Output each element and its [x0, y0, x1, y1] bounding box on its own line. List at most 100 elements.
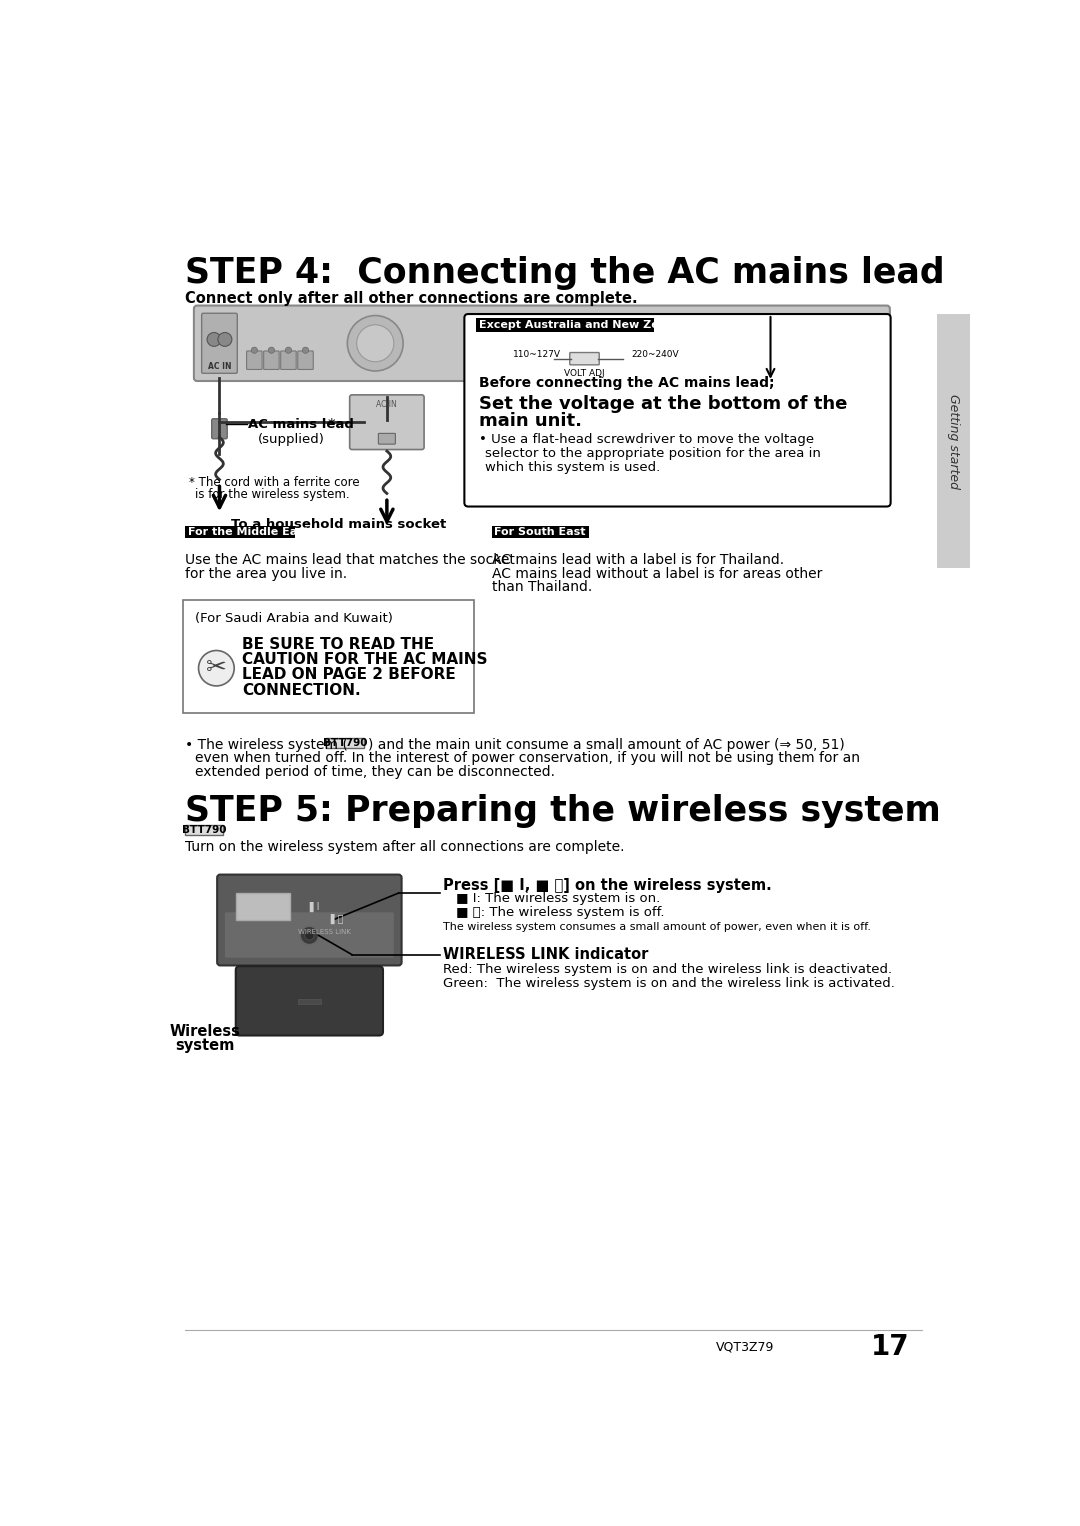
Text: is for the wireless system.: is for the wireless system. — [194, 488, 349, 501]
Text: Red: The wireless system is on and the wireless link is deactivated.: Red: The wireless system is on and the w… — [444, 963, 892, 977]
FancyBboxPatch shape — [183, 600, 474, 713]
Bar — [491, 526, 590, 539]
Text: Getting started: Getting started — [947, 394, 960, 488]
Text: Except Australia and New Zealand: Except Australia and New Zealand — [480, 320, 693, 330]
Text: extended period of time, they can be disconnected.: extended period of time, they can be dis… — [195, 765, 555, 780]
Text: AC IN: AC IN — [377, 400, 397, 409]
Text: (supplied): (supplied) — [258, 433, 325, 447]
Text: CONNECTION.: CONNECTION. — [242, 682, 361, 697]
Text: Before connecting the AC mains lead;: Before connecting the AC mains lead; — [480, 375, 774, 389]
Circle shape — [669, 331, 686, 348]
Text: system: system — [175, 1038, 234, 1053]
FancyBboxPatch shape — [281, 351, 296, 369]
Text: BTT790: BTT790 — [181, 826, 226, 835]
Text: for the area you live in.: for the area you live in. — [186, 566, 348, 580]
Circle shape — [348, 316, 403, 371]
Circle shape — [252, 346, 257, 354]
Text: AC mains lead without a label is for areas other: AC mains lead without a label is for are… — [491, 566, 822, 580]
Text: 110~127V: 110~127V — [513, 349, 562, 359]
Text: WIRELESS LINK indicator: WIRELESS LINK indicator — [444, 948, 649, 961]
Circle shape — [218, 333, 232, 346]
Circle shape — [691, 331, 707, 348]
Circle shape — [285, 346, 292, 354]
Bar — [476, 317, 654, 331]
FancyBboxPatch shape — [202, 313, 238, 374]
Text: selector to the appropriate position for the area in: selector to the appropriate position for… — [485, 447, 821, 461]
Text: 220~240V: 220~240V — [631, 349, 678, 359]
Text: main unit.: main unit. — [480, 412, 582, 430]
FancyBboxPatch shape — [512, 349, 537, 368]
Text: • The wireless system (: • The wireless system ( — [186, 737, 348, 751]
Text: WIRELESS LINK: WIRELESS LINK — [298, 928, 351, 934]
Bar — [186, 526, 296, 539]
Text: ▐ ⏻: ▐ ⏻ — [327, 914, 343, 925]
FancyBboxPatch shape — [937, 314, 970, 568]
Text: STEP 4:  Connecting the AC mains lead: STEP 4: Connecting the AC mains lead — [186, 256, 945, 290]
FancyBboxPatch shape — [350, 395, 424, 450]
Circle shape — [199, 650, 234, 685]
Text: ✂: ✂ — [206, 656, 227, 681]
FancyBboxPatch shape — [225, 913, 394, 958]
Bar — [298, 1000, 321, 1004]
Text: BE SURE TO READ THE: BE SURE TO READ THE — [242, 636, 434, 652]
Circle shape — [822, 333, 843, 354]
Text: * The cord with a ferrite core: * The cord with a ferrite core — [189, 476, 360, 488]
FancyBboxPatch shape — [378, 433, 395, 444]
FancyBboxPatch shape — [246, 351, 262, 369]
Text: which this system is used.: which this system is used. — [485, 461, 661, 475]
Text: *: * — [328, 418, 336, 433]
Text: (For Saudi Arabia and Kuwait): (For Saudi Arabia and Kuwait) — [195, 612, 393, 626]
Text: AC mains lead with a label is for Thailand.: AC mains lead with a label is for Thaila… — [491, 552, 784, 566]
Text: Connect only after all other connections are complete.: Connect only after all other connections… — [186, 291, 638, 305]
Circle shape — [696, 336, 703, 343]
Circle shape — [268, 346, 274, 354]
Bar — [235, 893, 291, 920]
FancyBboxPatch shape — [298, 351, 313, 369]
Circle shape — [302, 346, 309, 354]
Text: VOLT ADJ: VOLT ADJ — [564, 369, 605, 378]
FancyBboxPatch shape — [235, 966, 383, 1036]
Text: Turn on the wireless system after all connections are complete.: Turn on the wireless system after all co… — [186, 839, 625, 855]
Text: Set the voltage at the bottom of the: Set the voltage at the bottom of the — [480, 395, 848, 414]
Circle shape — [207, 333, 221, 346]
Circle shape — [717, 336, 725, 343]
FancyBboxPatch shape — [212, 418, 227, 439]
Text: Use the AC mains lead that matches the socket: Use the AC mains lead that matches the s… — [186, 552, 515, 566]
Text: AC mains lead: AC mains lead — [248, 418, 354, 430]
FancyBboxPatch shape — [264, 351, 279, 369]
Circle shape — [828, 339, 837, 348]
Bar — [186, 824, 222, 835]
Text: Wireless: Wireless — [170, 1024, 240, 1039]
Text: ■ I: The wireless system is on.: ■ I: The wireless system is on. — [456, 893, 660, 905]
Text: BTT790: BTT790 — [323, 739, 367, 748]
FancyBboxPatch shape — [464, 314, 891, 507]
Text: 17: 17 — [872, 1334, 909, 1361]
Text: ▐ I: ▐ I — [306, 902, 319, 913]
FancyBboxPatch shape — [194, 305, 890, 382]
Circle shape — [356, 325, 394, 362]
Text: The wireless system consumes a small amount of power, even when it is off.: The wireless system consumes a small amo… — [444, 922, 872, 931]
Text: • Use a flat-head screwdriver to move the voltage: • Use a flat-head screwdriver to move th… — [480, 433, 814, 447]
Text: AC IN: AC IN — [207, 362, 231, 371]
Bar — [326, 737, 364, 748]
Text: Press [■ I, ■ ⏻] on the wireless system.: Press [■ I, ■ ⏻] on the wireless system. — [444, 877, 772, 893]
Text: ■ ⏻: The wireless system is off.: ■ ⏻: The wireless system is off. — [456, 906, 664, 919]
Text: CAUTION FOR THE AC MAINS: CAUTION FOR THE AC MAINS — [242, 652, 487, 667]
Text: For the Middle East: For the Middle East — [188, 526, 309, 537]
Text: Green:  The wireless system is on and the wireless link is activated.: Green: The wireless system is on and the… — [444, 977, 895, 990]
Circle shape — [305, 931, 314, 940]
Text: LEAD ON PAGE 2 BEFORE: LEAD ON PAGE 2 BEFORE — [242, 667, 456, 682]
Text: STEP 5: Preparing the wireless system: STEP 5: Preparing the wireless system — [186, 794, 941, 827]
FancyBboxPatch shape — [542, 349, 567, 368]
FancyBboxPatch shape — [217, 874, 402, 966]
Circle shape — [674, 336, 681, 343]
Circle shape — [300, 926, 319, 945]
Text: VQT3Z79: VQT3Z79 — [716, 1341, 774, 1354]
FancyBboxPatch shape — [599, 349, 644, 368]
Text: To a household mains socket: To a household mains socket — [231, 517, 446, 531]
Text: ) and the main unit consume a small amount of AC power (⇒ 50, 51): ) and the main unit consume a small amou… — [367, 737, 845, 751]
FancyBboxPatch shape — [754, 317, 804, 371]
Circle shape — [713, 331, 729, 348]
Text: even when turned off. In the interest of power conservation, if you will not be : even when turned off. In the interest of… — [195, 751, 861, 766]
FancyBboxPatch shape — [570, 353, 599, 365]
